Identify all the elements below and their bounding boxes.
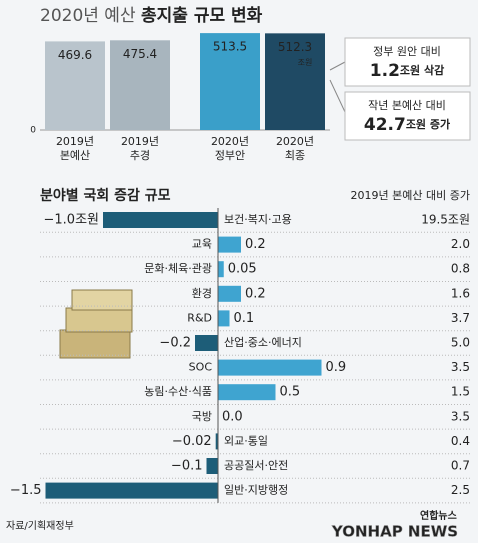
bar — [218, 310, 230, 327]
y-tick-label: 0 — [30, 126, 36, 136]
value-label: −1.5 — [10, 483, 42, 498]
category-label: 국방 — [192, 410, 212, 423]
value-label: 0.05 — [228, 262, 257, 277]
value-label: 0.2 — [245, 286, 266, 301]
value-label: 0.5 — [280, 385, 301, 400]
value-label: 0.9 — [326, 360, 347, 375]
increase-label: 5.0 — [451, 336, 470, 350]
callout-label: 정부 원안 대비 — [373, 45, 441, 58]
bar — [200, 33, 260, 131]
callout-value: 1.2조원 삭감 — [370, 61, 444, 81]
callout-label: 작년 본예산 대비 — [368, 99, 446, 112]
increase-label: 1.6 — [451, 286, 470, 300]
bar — [215, 433, 218, 450]
increase-label: 0.4 — [451, 434, 470, 448]
title-light: 2020년 예산 — [40, 6, 136, 26]
subtitle: 2019년 본예산 대비 증가 — [351, 189, 470, 202]
bar — [265, 33, 325, 130]
chart-title: 2020년 예산 총지출 규모 변화 — [40, 6, 263, 26]
value-label: −0.02 — [172, 434, 212, 449]
category-label: 교육 — [192, 238, 212, 251]
category-label: 산업·중소·에너지 — [224, 336, 302, 349]
bar — [195, 335, 218, 351]
bar — [218, 359, 322, 376]
x-tick-label: 2020년 — [276, 135, 314, 148]
x-tick-label: 2020년 — [211, 135, 249, 148]
title-bold: 총지출 규모 변화 — [141, 6, 263, 26]
increase-label: 1.5 — [451, 385, 470, 399]
value-label: 512.3 — [278, 40, 312, 54]
x-tick-label: 2019년 — [121, 135, 159, 148]
x-tick-label: 추경 — [130, 149, 150, 162]
category-label: 환경 — [192, 287, 212, 300]
increase-label: 2.0 — [451, 237, 470, 251]
category-label: 일반·지방행정 — [224, 483, 288, 497]
bar — [206, 458, 218, 474]
category-label: 농림·수산·식품 — [144, 385, 212, 398]
callout-box — [344, 91, 471, 141]
money-stack — [59, 289, 133, 359]
value-label: 469.6 — [58, 48, 92, 62]
category-label: SOC — [189, 361, 213, 374]
bar — [110, 40, 170, 130]
value-label: 0.1 — [234, 311, 255, 326]
value-label: −1.0조원 — [44, 213, 100, 228]
callout-number: 42.7 — [364, 115, 406, 135]
bar — [103, 212, 218, 228]
callout-number: 1.2 — [370, 61, 400, 81]
category-label: 보건·복지·고용 — [224, 213, 292, 226]
unit-label: 조원 — [298, 58, 313, 67]
bar — [218, 384, 276, 401]
callout-text: 조원 삭감 — [400, 63, 444, 77]
callout-value: 42.7조원 증가 — [364, 115, 450, 135]
bar — [218, 285, 241, 302]
increase-label: 3.7 — [451, 311, 470, 325]
x-tick-label: 정부안 — [215, 149, 245, 162]
increase-label: 3.5 — [451, 409, 470, 423]
value-label: 513.5 — [213, 40, 247, 54]
value-label: 0.2 — [245, 237, 266, 252]
chart-title: 분야별 국회 증감 규모 — [40, 187, 171, 204]
bar — [45, 482, 218, 499]
category-label: 외교·통일 — [224, 433, 268, 447]
increase-label: 0.7 — [451, 459, 470, 473]
bar — [45, 41, 105, 130]
bar — [218, 261, 224, 278]
x-tick-label: 2019년 — [56, 135, 94, 148]
callout-box — [344, 37, 471, 87]
x-tick-label: 본예산 — [60, 149, 90, 162]
value-label: 475.4 — [123, 47, 157, 61]
x-tick-label: 최종 — [285, 149, 305, 162]
increase-label: 3.5 — [451, 360, 470, 374]
value-label: −0.2 — [159, 336, 191, 351]
category-label: 문화·체육·관광 — [144, 262, 212, 275]
category-label: R&D — [187, 311, 212, 324]
callout-text: 조원 증가 — [406, 117, 450, 131]
bar — [218, 236, 241, 253]
increase-label: 0.8 — [451, 262, 470, 276]
increase-label: 2.5 — [451, 483, 470, 497]
category-label: 공공질서·안전 — [224, 459, 288, 472]
connector — [329, 79, 346, 113]
connector — [329, 61, 346, 71]
value-label: −0.1 — [171, 459, 203, 474]
value-label: 0.0 — [222, 409, 243, 424]
watermark: YONHAP NEWS — [331, 523, 458, 541]
source: 자료/기획재정부 — [6, 520, 74, 532]
increase-label: 19.5조원 — [421, 213, 470, 227]
logo: 연합뉴스 — [420, 509, 457, 522]
